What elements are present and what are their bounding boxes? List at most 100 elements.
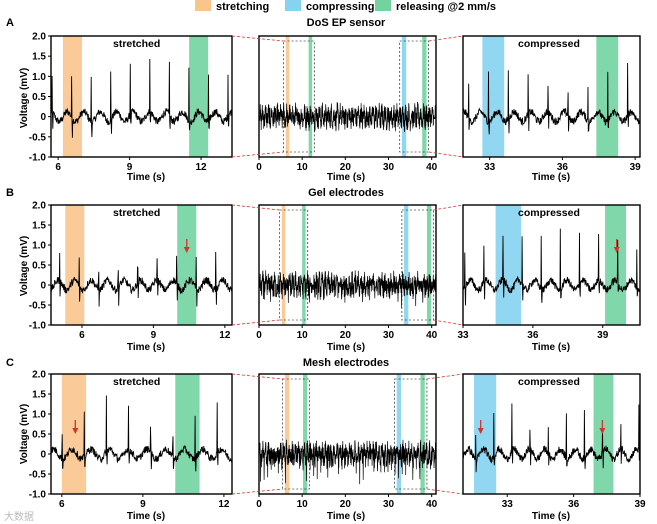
- trace-c-center: [258, 439, 437, 485]
- y-tick-label-a-left-6: -1.0: [29, 153, 47, 164]
- span-compress-c-right-0: [474, 374, 497, 494]
- span-release-c-center-1: [303, 374, 308, 494]
- x-tick-label-a-center-2: 20: [340, 162, 352, 173]
- span-stretch-c-center-0: [284, 374, 290, 494]
- x-axis-label-b-left: Time (s): [127, 342, 165, 353]
- span-compress-a-right-0: [482, 36, 505, 157]
- y-tick-label-a-left-1: 1.5: [32, 52, 46, 63]
- x-tick-label-b-center-4: 40: [426, 330, 438, 341]
- zoom-box-c-center-1: [394, 378, 428, 490]
- zoom-connector-c-center-rb: [426, 488, 464, 495]
- y-tick-label-c-left-0: 2.0: [32, 370, 46, 381]
- annotation-a-left: stretched: [113, 38, 160, 50]
- x-tick-label-a-center-3: 30: [383, 162, 395, 173]
- x-tick-label-a-right-1: 36: [557, 162, 569, 173]
- x-tick-label-a-left-2: 12: [195, 162, 207, 173]
- span-release-b-left-1: [177, 205, 197, 325]
- x-tick-label-c-center-4: 40: [426, 499, 438, 510]
- y-tick-label-c-left-5: -0.5: [29, 470, 47, 481]
- x-tick-label-b-left-0: 6: [79, 330, 85, 341]
- span-release-b-right-1: [605, 205, 627, 325]
- span-release-a-center-3: [422, 36, 427, 157]
- legend-label-stretching: stretching: [216, 1, 269, 13]
- legend: stretching compressing releasing @2 mm/s: [195, 0, 496, 13]
- span-release-a-left-1: [189, 36, 209, 157]
- y-tick-label-b-left-5: -0.5: [29, 301, 47, 312]
- y-tick-label-b-left-4: 0: [40, 281, 46, 292]
- legend-swatch-releasing: [375, 0, 391, 11]
- x-tick-label-b-right-2: 39: [597, 330, 609, 341]
- row-title-c: Mesh electrodes: [303, 357, 389, 369]
- x-tick-label-c-right-1: 36: [568, 499, 580, 510]
- zoom-box-c-center-0: [282, 378, 310, 490]
- arrow-head-b-right-0: [613, 247, 620, 253]
- y-tick-label-b-left-0: 2.0: [32, 201, 46, 212]
- trace-c-left: [50, 395, 233, 472]
- span-stretch-b-left-0: [65, 205, 85, 325]
- x-axis-label-c-left: Time (s): [127, 511, 165, 522]
- span-release-a-center-1: [308, 36, 313, 157]
- x-tick-label-c-center-0: 0: [256, 499, 262, 510]
- y-tick-label-a-left-2: 1.0: [32, 72, 46, 83]
- legend-label-releasing: releasing @2 mm/s: [396, 1, 496, 13]
- y-tick-label-a-left-4: 0: [40, 112, 46, 123]
- x-axis-label-a-left: Time (s): [127, 172, 165, 183]
- span-stretch-c-left-0: [61, 374, 87, 494]
- annotation-c-left: stretched: [113, 376, 160, 388]
- frame-b-center: [258, 204, 437, 326]
- frame-a-right: [462, 35, 641, 158]
- x-tick-label-c-right-2: 39: [634, 499, 646, 510]
- zoom-connector-c-center-lt: [231, 373, 283, 380]
- span-release-b-center-3: [426, 205, 432, 325]
- span-compress-b-center-2: [404, 205, 409, 325]
- x-axis-label-a-right: Time (s): [532, 172, 570, 183]
- zoom-connector-b-center-lb: [231, 319, 280, 326]
- zoom-box-b-center-0: [279, 209, 309, 321]
- y-tick-label-a-left-0: 2.0: [32, 32, 46, 43]
- y-tick-label-a-left-3: 0.5: [32, 92, 46, 103]
- arrow-head-c-right-0: [477, 428, 484, 434]
- span-release-c-center-3: [420, 374, 425, 494]
- row-title-a: DoS EP sensor: [307, 17, 386, 29]
- trace-b-center: [258, 270, 437, 308]
- y-tick-label-c-left-2: 1.0: [32, 410, 46, 421]
- x-axis-label-a-center: Time (s): [327, 172, 365, 183]
- y-axis-label-c: Voltage (mV): [19, 404, 30, 464]
- x-tick-label-c-left-2: 12: [218, 499, 230, 510]
- annotation-b-right: compressed: [518, 207, 580, 219]
- span-release-b-center-1: [302, 205, 306, 325]
- x-tick-label-b-center-0: 0: [256, 330, 262, 341]
- zoom-connector-b-center-rt: [433, 204, 464, 211]
- annotation-c-right: compressed: [518, 376, 580, 388]
- frame-a-center: [258, 35, 437, 158]
- x-tick-label-a-left-1: 9: [127, 162, 133, 173]
- zoom-box-a-center-1: [399, 40, 429, 153]
- panel-label-c: C: [6, 357, 14, 369]
- span-release-c-left-1: [175, 374, 200, 494]
- y-tick-label-b-left-2: 1.0: [32, 241, 46, 252]
- y-tick-label-c-left-6: -1.0: [29, 490, 47, 501]
- watermark: 大数据: [4, 510, 34, 523]
- trace-a-right: [462, 62, 641, 135]
- x-tick-label-a-right-2: 39: [630, 162, 642, 173]
- x-tick-label-c-left-1: 9: [140, 499, 146, 510]
- span-compress-a-center-2: [401, 36, 407, 157]
- x-tick-label-a-center-4: 40: [426, 162, 438, 173]
- zoom-connector-c-center-lb: [231, 488, 283, 495]
- y-tick-label-b-left-3: 0.5: [32, 261, 46, 272]
- zoom-connector-a-center-rt: [428, 35, 464, 42]
- zoom-connector-b-center-lt: [231, 204, 280, 211]
- y-tick-label-b-left-6: -1.0: [29, 321, 47, 332]
- zoom-connector-c-center-rt: [426, 373, 464, 380]
- panels: 6 9 12 2.0 1.5 1.0 0.5 0 -0.5 -1.0 stretched 0 10 20 3…: [29, 32, 646, 511]
- arrow-head-c-right-1: [599, 428, 606, 434]
- x-axis-label-c-center: Time (s): [327, 511, 365, 522]
- zoom-connector-a-center-lb: [231, 151, 284, 158]
- legend-label-compressing: compressing: [306, 1, 374, 13]
- span-stretch-b-center-0: [281, 205, 286, 325]
- x-axis-label-b-right: Time (s): [532, 342, 570, 353]
- y-tick-label-b-left-1: 1.5: [32, 221, 46, 232]
- y-tick-label-c-left-4: 0: [40, 450, 46, 461]
- panel-label-b: B: [6, 187, 14, 199]
